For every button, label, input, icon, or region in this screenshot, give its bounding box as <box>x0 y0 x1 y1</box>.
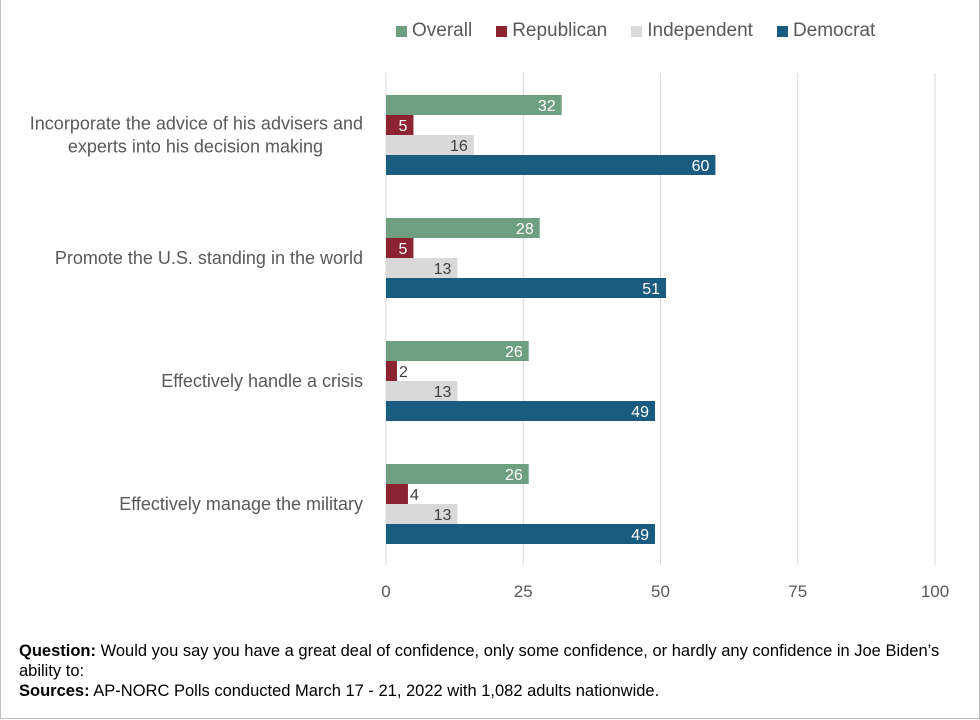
bar-value-label: 16 <box>450 138 468 155</box>
bar-value-label: 5 <box>399 118 408 135</box>
bar-value-label: 32 <box>538 98 556 115</box>
legend-label: Overall <box>412 20 473 41</box>
category-label: Effectively handle a crisis <box>161 371 363 391</box>
legend-item-independent: Independent <box>631 20 753 42</box>
chart-legend: Overall Republican Independent Democrat <box>396 20 875 42</box>
bar-overall <box>386 464 529 484</box>
x-tick-label: 50 <box>651 582 670 601</box>
legend-label: Republican <box>512 20 608 41</box>
legend-item-overall: Overall <box>396 20 472 42</box>
bar-value-label: 13 <box>434 507 452 524</box>
question-text: Would you say you have a great deal of c… <box>19 642 940 680</box>
bar-overall <box>386 341 529 361</box>
sources-note: Sources: AP-NORC Polls conducted March 1… <box>19 681 969 701</box>
sources-label: Sources: <box>19 682 90 700</box>
bar-democrat <box>386 524 656 544</box>
category-label: Promote the U.S. standing in the world <box>55 248 363 268</box>
bar-independent <box>386 381 458 401</box>
category-label: experts into his decision making <box>68 137 323 157</box>
legend-label: Independent <box>647 20 753 41</box>
chart-notes: Question: Would you say you have a great… <box>19 641 969 701</box>
bar-value-label: 26 <box>505 344 523 361</box>
legend-item-republican: Republican <box>496 20 607 42</box>
bar-independent <box>386 258 458 278</box>
bar-republican <box>386 238 414 258</box>
bar-value-label: 13 <box>434 384 452 401</box>
bar-value-label: 49 <box>631 404 649 421</box>
bar-overall <box>386 218 540 238</box>
legend-swatch <box>631 25 643 37</box>
x-tick-label: 25 <box>514 582 533 601</box>
question-label: Question: <box>19 642 96 660</box>
question-note: Question: Would you say you have a great… <box>19 641 969 681</box>
bar-value-label: 13 <box>434 261 452 278</box>
sources-text: AP-NORC Polls conducted March 17 - 21, 2… <box>93 682 660 700</box>
legend-swatch <box>776 25 788 37</box>
category-label: Incorporate the advice of his advisers a… <box>30 114 363 134</box>
bar-democrat <box>386 278 666 298</box>
bar-value-label: 49 <box>631 527 649 544</box>
legend-item-democrat: Democrat <box>776 20 876 42</box>
bar-value-label: 2 <box>399 364 408 381</box>
bar-democrat <box>386 155 716 175</box>
bar-value-label: 5 <box>399 241 408 258</box>
bar-value-label: 26 <box>505 467 523 484</box>
legend-swatch <box>496 25 508 37</box>
bar-independent <box>386 504 458 524</box>
bar-overall <box>386 95 562 115</box>
bar-democrat <box>386 401 656 421</box>
bar-value-label: 51 <box>642 281 660 298</box>
x-tick-label: 100 <box>921 582 949 601</box>
category-label: Effectively manage the military <box>119 494 363 514</box>
bar-independent <box>386 135 474 155</box>
legend-label: Democrat <box>792 20 876 41</box>
bar-republican <box>386 484 408 504</box>
bar-republican <box>386 361 397 381</box>
bar-value-label: 28 <box>516 221 534 238</box>
bar-value-label: 60 <box>692 158 710 175</box>
bar-republican <box>386 115 414 135</box>
bar-value-label: 4 <box>410 487 419 504</box>
legend-swatch <box>396 25 407 37</box>
x-tick-label: 0 <box>381 582 390 601</box>
x-tick-label: 75 <box>788 582 807 601</box>
